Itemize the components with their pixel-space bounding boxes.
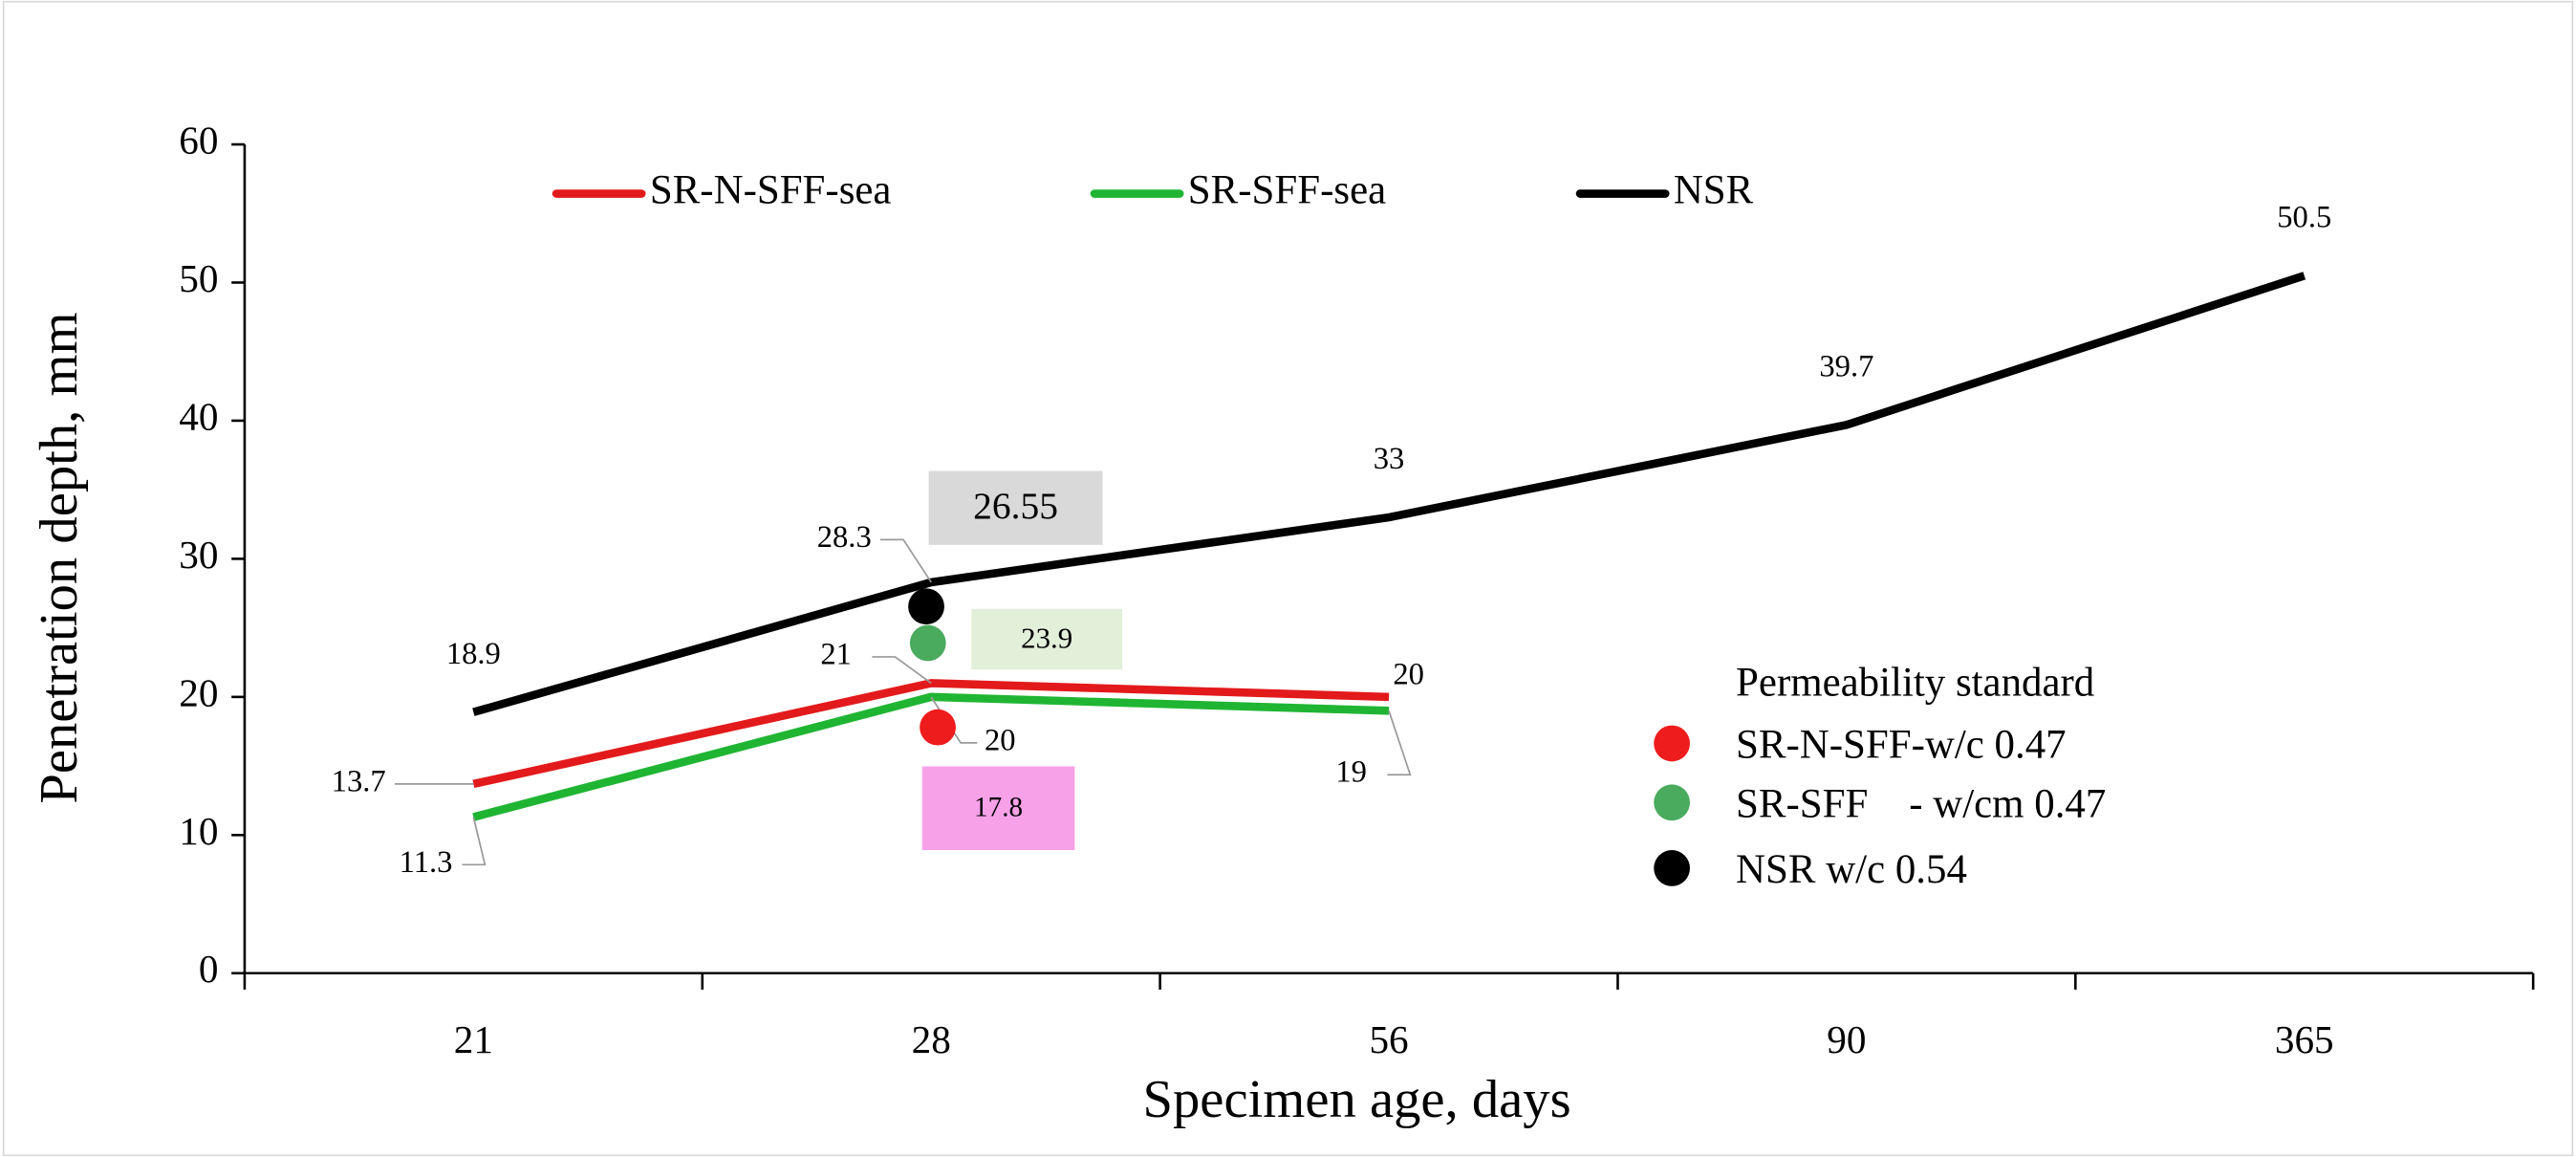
data-label: 21	[820, 637, 852, 671]
standard-box	[921, 766, 1075, 851]
standard-point	[908, 588, 944, 625]
standard-legend-label: SR-SFF - w/cm 0.47	[1736, 781, 2106, 826]
y-tick-label: 50	[179, 256, 218, 300]
standard-box	[928, 470, 1103, 545]
y-tick-label: 10	[179, 809, 218, 853]
standard-legend-dot	[1654, 725, 1690, 762]
standard-legend-dot	[1654, 850, 1690, 886]
standard-point	[920, 709, 956, 746]
data-label: 50.5	[2277, 200, 2331, 234]
data-label: 19	[1335, 755, 1367, 790]
x-axis-title: Specimen age, days	[1143, 1070, 1571, 1129]
data-label: 13.7	[332, 764, 386, 798]
leader-line	[879, 538, 932, 583]
leader-line	[1387, 710, 1412, 776]
data-label: 39.7	[1819, 349, 1873, 383]
x-tick-label: 28	[912, 1017, 951, 1061]
standard-legend-dot	[1654, 784, 1690, 821]
standard-legend-label: NSR w/c 0.54	[1736, 847, 1967, 892]
data-label: 33	[1374, 442, 1405, 476]
series-line	[472, 272, 2306, 716]
standards-title: Permeability standard	[1736, 660, 2094, 705]
y-axis-title: Penetration depth, mm	[30, 312, 89, 803]
standard-label: 17.8	[974, 793, 1023, 823]
series-line	[472, 692, 1390, 821]
legend-label: SR-N-SFF-sea	[650, 167, 892, 212]
standard-point	[909, 624, 946, 662]
y-tick-label: 0	[199, 947, 219, 991]
leader-line	[872, 656, 932, 685]
x-tick-label: 365	[2275, 1017, 2334, 1061]
y-tick-label: 30	[179, 533, 218, 577]
standard-box	[971, 608, 1123, 670]
legend-label: SR-SFF-sea	[1188, 167, 1386, 212]
data-label: 28.3	[817, 520, 872, 555]
data-label: 11.3	[400, 845, 453, 880]
data-label: 20	[1393, 658, 1424, 692]
standard-legend-label: SR-N-SFF-w/c 0.47	[1736, 722, 2067, 767]
x-tick-label: 56	[1369, 1017, 1408, 1061]
legend-label: NSR	[1674, 167, 1754, 212]
y-tick-label: 40	[179, 394, 218, 438]
standard-label: 23.9	[1021, 621, 1072, 654]
y-tick-label: 60	[179, 118, 218, 162]
standard-label: 26.55	[973, 485, 1058, 527]
x-tick-label: 90	[1827, 1017, 1866, 1061]
leader-line	[462, 817, 487, 866]
data-label: 20	[985, 723, 1016, 757]
x-tick-label: 21	[454, 1017, 493, 1061]
data-label: 18.9	[446, 637, 501, 671]
y-tick-label: 20	[179, 670, 218, 714]
